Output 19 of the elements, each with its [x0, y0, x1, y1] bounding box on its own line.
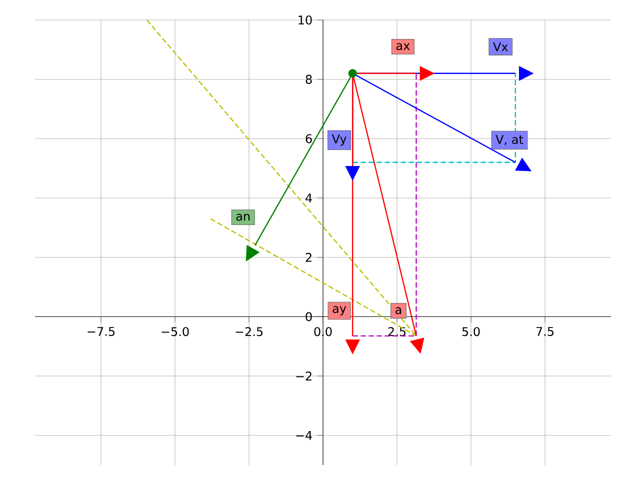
x-tick-label: 5.0 — [462, 327, 480, 336]
y-tick-label: −4 — [296, 430, 312, 440]
y-tick-label: 10 — [298, 15, 312, 25]
x-tick-label: 7.5 — [536, 327, 554, 336]
x-tick-label: −2.5 — [236, 327, 263, 336]
y-tick-label: −2 — [296, 372, 312, 380]
y-tick-label: 6 — [306, 134, 312, 144]
annotation: a — [396, 307, 402, 314]
annotation: V, at — [496, 135, 524, 146]
annotation: ax — [396, 43, 410, 50]
annotation: Vy — [332, 134, 346, 146]
y-tick-label: 4 — [306, 194, 312, 202]
annotation: an — [236, 214, 250, 221]
y-tick-label: 8 — [306, 74, 312, 84]
annotation: Vx — [493, 42, 508, 52]
x-tick-label: −7.5 — [88, 327, 115, 336]
annotation: ay — [332, 306, 346, 316]
y-tick-label: 2 — [306, 252, 312, 262]
x-tick-label: −5.0 — [162, 327, 189, 336]
